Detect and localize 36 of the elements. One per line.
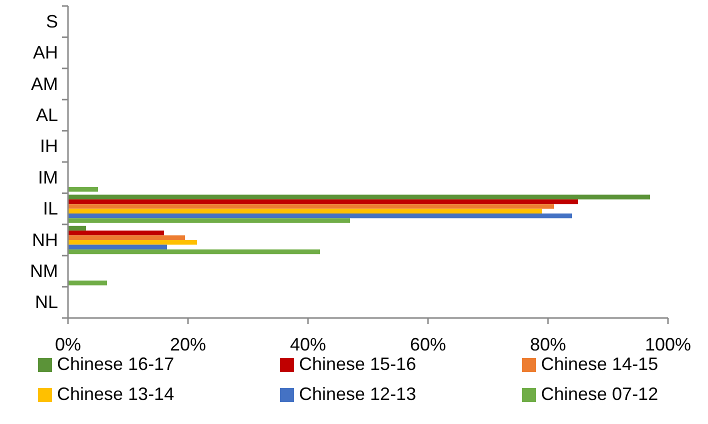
- x-tick-label: 40%: [290, 334, 326, 354]
- bar: [68, 244, 167, 250]
- bar: [68, 204, 554, 209]
- bar: [68, 194, 650, 200]
- legend-label: Chinese 16-17: [57, 354, 174, 374]
- x-tick-label: 80%: [530, 334, 566, 354]
- bar: [68, 218, 350, 223]
- y-tick-label: IH: [40, 136, 58, 156]
- bar: [68, 230, 164, 236]
- y-tick-label: AM: [31, 74, 58, 94]
- legend-label: Chinese 14-15: [541, 354, 658, 374]
- x-tick-label: 20%: [170, 334, 206, 354]
- y-tick-label: IM: [38, 167, 58, 188]
- x-tick-label: 100%: [644, 334, 692, 354]
- legend-label: Chinese 15-16: [299, 354, 416, 374]
- legend-label: Chinese 12-13: [299, 384, 416, 404]
- bar: [68, 208, 542, 214]
- y-tick-label: NM: [30, 260, 58, 281]
- y-tick-label: IL: [42, 198, 58, 219]
- bar: [68, 240, 197, 245]
- bar: [68, 187, 98, 192]
- legend-label: Chinese 07-12: [541, 384, 658, 404]
- legend-label: Chinese 13-14: [57, 384, 174, 404]
- bar: [68, 226, 86, 231]
- y-tick-label: AL: [36, 104, 58, 125]
- x-tick-label: 60%: [410, 334, 446, 354]
- x-tick-label: 0%: [54, 334, 82, 354]
- y-tick-label: NH: [32, 230, 58, 250]
- bar: [68, 199, 578, 204]
- bar: [68, 235, 185, 240]
- y-tick-label: AH: [32, 42, 58, 63]
- bar: [68, 249, 320, 254]
- y-tick-label: NL: [34, 292, 58, 312]
- bar: [68, 214, 572, 218]
- y-tick-label: S: [46, 11, 58, 32]
- bar: [68, 280, 107, 286]
